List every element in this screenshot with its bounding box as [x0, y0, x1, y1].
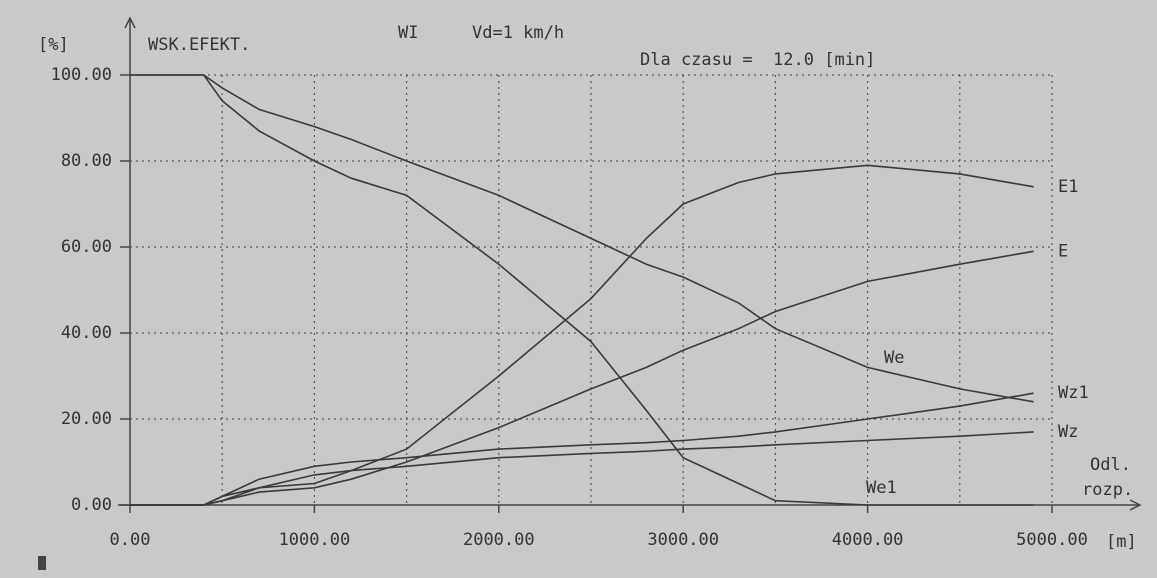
data-line — [130, 74, 1034, 403]
y-tick-label: 80.00 — [61, 151, 112, 171]
y-tick-label: 40.00 — [61, 323, 112, 343]
subtitle: Dla czasu = 12.0 [min] — [640, 50, 875, 70]
y-axis — [124, 16, 136, 505]
data-line — [130, 431, 1034, 506]
x-axis-label: rozp. — [1082, 480, 1133, 500]
subtitle: Vd=1 km/h — [472, 23, 564, 43]
x-tick-label: 0.00 — [110, 530, 151, 550]
cursor — [38, 556, 46, 570]
subtitle: WI — [398, 23, 418, 43]
series-label: Wz — [1058, 422, 1078, 442]
series-label: We1 — [866, 478, 897, 498]
x-tick-label: 4000.00 — [832, 530, 904, 550]
x-tick-label: 3000.00 — [647, 530, 719, 550]
series-label: Wz1 — [1058, 383, 1089, 403]
chart-title: WSK.EFEKT. — [148, 35, 250, 55]
y-tick-label: 20.00 — [61, 409, 112, 429]
x-tick-label: 1000.00 — [279, 530, 351, 550]
x-axis-label: Odl. — [1090, 455, 1131, 475]
series-label: E1 — [1058, 177, 1078, 197]
y-tick-label: 60.00 — [61, 237, 112, 257]
data-line — [130, 392, 1034, 506]
series-label: E — [1058, 241, 1068, 261]
y-tick-label: 0.00 — [71, 495, 112, 515]
data-line — [130, 250, 1034, 506]
data-line — [130, 74, 1034, 506]
y-unit: [%] — [38, 35, 69, 55]
data-line — [130, 164, 1034, 506]
x-unit: [m] — [1106, 532, 1137, 552]
y-tick-label: 100.00 — [51, 65, 112, 85]
x-tick-label: 2000.00 — [463, 530, 535, 550]
series-label: We — [884, 348, 904, 368]
x-tick-label: 5000.00 — [1016, 530, 1088, 550]
